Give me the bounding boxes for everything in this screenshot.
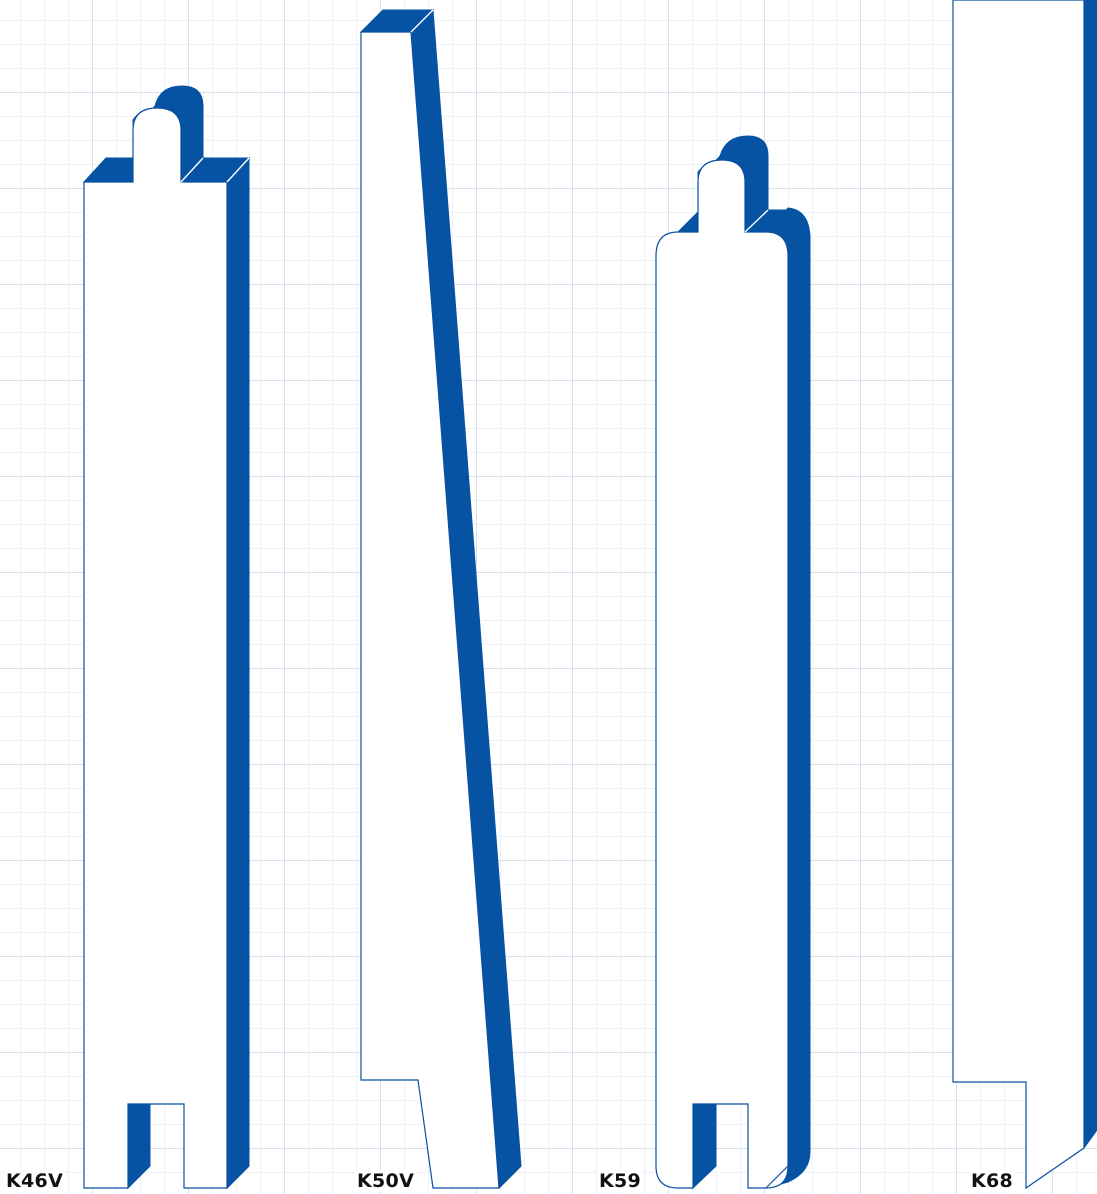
k46v-side-face <box>226 156 250 1190</box>
k46v-groove-face <box>127 1103 151 1190</box>
profile-k50v <box>359 8 522 1190</box>
k59-groove-face <box>692 1103 717 1190</box>
profile-k68 <box>952 0 1097 1190</box>
profile-k46v <box>82 85 251 1190</box>
k46v-left-shoulder-face <box>82 157 134 183</box>
profile-label-k68: K68 <box>969 1170 1016 1192</box>
k46v-front-face <box>83 107 228 1189</box>
k59-front-face <box>655 159 789 1189</box>
profile-k59 <box>655 135 811 1190</box>
k68-front-face <box>952 0 1085 1190</box>
profile-label-k59: K59 <box>597 1170 644 1192</box>
profile-label-k46v: K46V <box>4 1170 66 1192</box>
k68-side-face <box>1083 0 1097 1150</box>
profile-label-k50v: K50V <box>355 1170 417 1192</box>
